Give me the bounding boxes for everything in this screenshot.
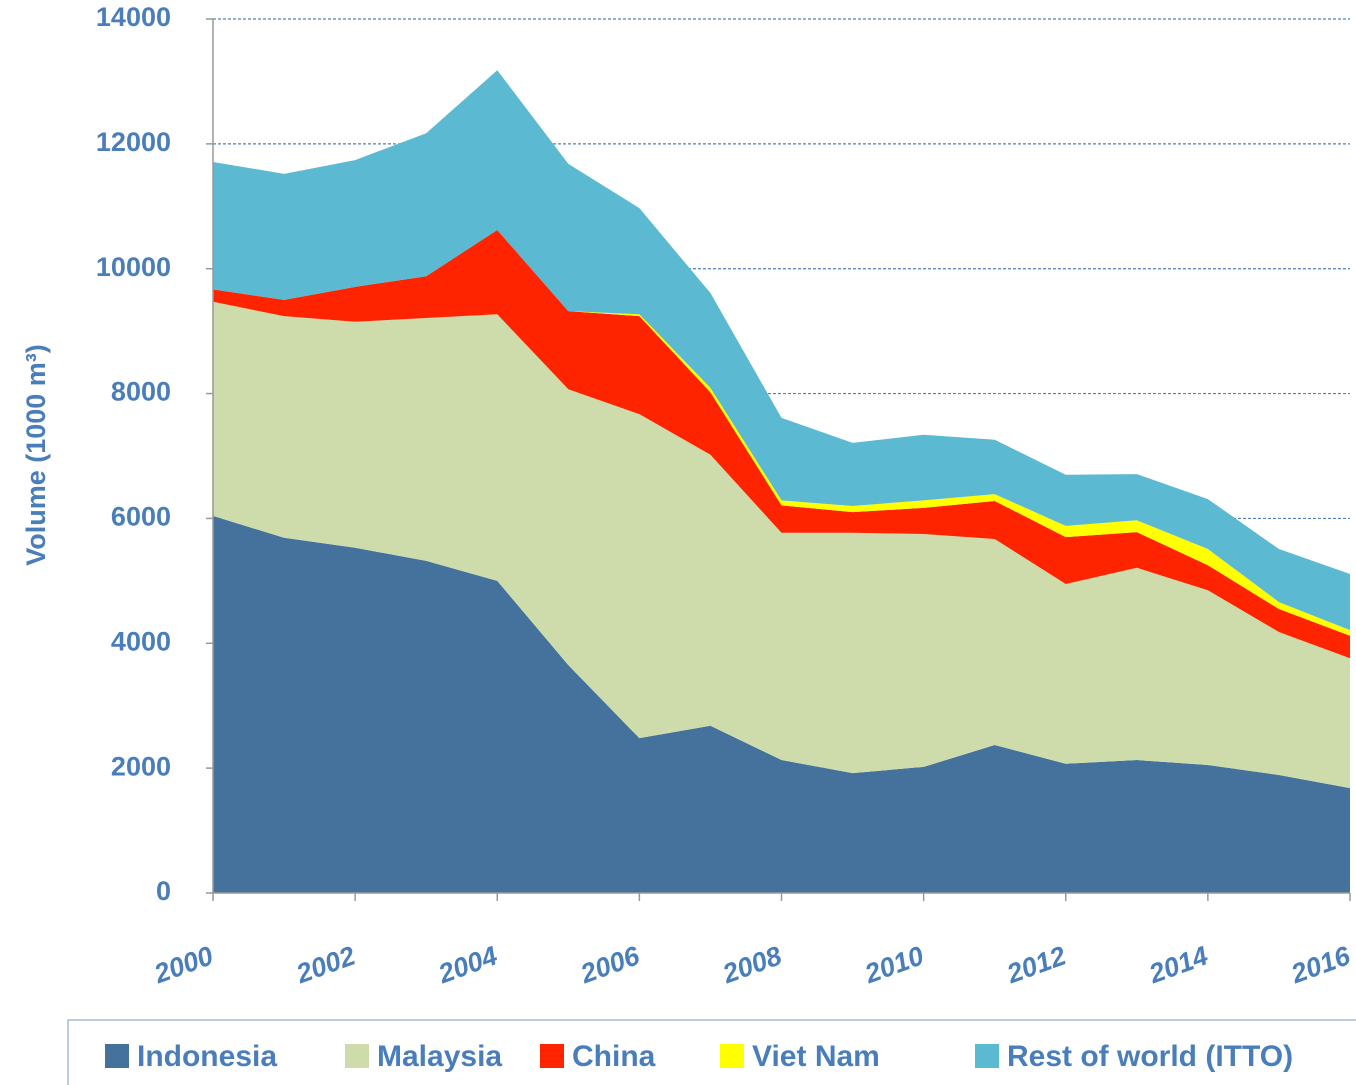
legend-label: China (572, 1040, 656, 1073)
y-tick-label: 6000 (111, 502, 171, 532)
y-tick-label: 4000 (111, 626, 171, 656)
x-tick-label: 2000 (149, 940, 217, 989)
area (213, 515, 1350, 893)
x-tick-label: 2012 (1002, 940, 1070, 989)
legend-box (67, 1019, 1356, 1085)
area (213, 230, 1350, 636)
area (213, 70, 1350, 631)
area (213, 230, 1350, 659)
legend-swatch (345, 1044, 369, 1068)
x-tick-label: 2002 (292, 940, 360, 989)
legend-swatch (720, 1044, 744, 1068)
legend-label: Viet Nam (752, 1040, 880, 1073)
area (213, 301, 1350, 789)
y-tick-label: 14000 (96, 2, 171, 32)
legend-swatch (540, 1044, 564, 1068)
legend-label: Rest of world (ITTO) (1007, 1040, 1293, 1073)
x-tick-label: 2004 (434, 940, 502, 989)
y-tick-label: 8000 (111, 377, 171, 407)
legend-swatch (105, 1044, 129, 1068)
y-tick-label: 0 (156, 876, 171, 906)
x-tick-label: 2006 (576, 940, 645, 989)
y-tick-label: 12000 (96, 127, 171, 157)
legend-label: Malaysia (377, 1040, 502, 1073)
y-axis-label: Volume (1000 m³) (21, 344, 51, 566)
y-tick-label: 2000 (111, 751, 171, 781)
x-tick-label: 2016 (1286, 940, 1355, 989)
x-tick-label: 2010 (860, 940, 928, 989)
y-tick-label: 10000 (96, 252, 171, 282)
x-tick-label: 2008 (718, 940, 786, 989)
x-tick-label: 2014 (1144, 940, 1212, 989)
legend-swatch (975, 1044, 999, 1068)
legend-label: Indonesia (137, 1040, 277, 1073)
